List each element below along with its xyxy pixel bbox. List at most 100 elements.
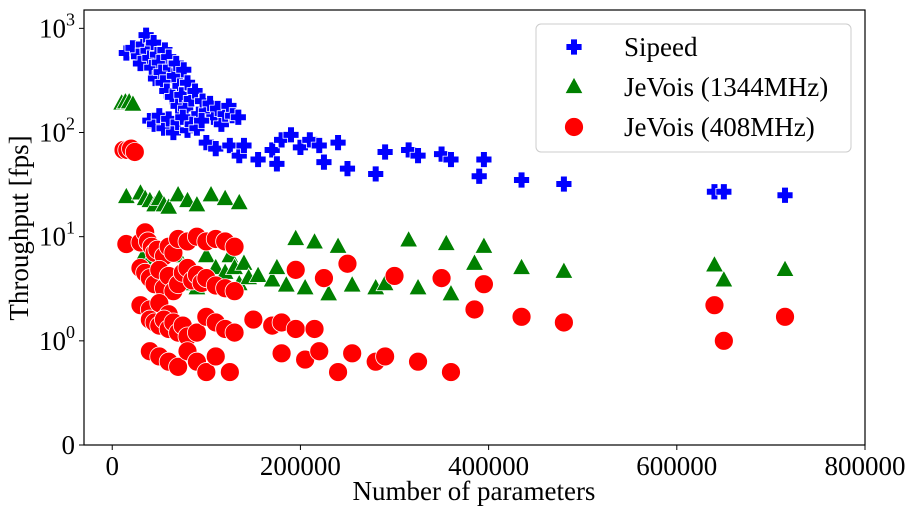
data-point <box>464 252 485 271</box>
data-point <box>329 134 347 152</box>
data-point <box>367 165 385 183</box>
legend-label: JeVois (408MHz) <box>624 112 815 142</box>
data-point <box>408 351 428 372</box>
data-point <box>310 137 328 154</box>
data-point <box>318 283 339 302</box>
data-point <box>168 184 188 203</box>
data-point <box>116 186 137 204</box>
data-point <box>470 167 488 185</box>
data-point <box>328 362 348 382</box>
data-point <box>442 151 460 168</box>
legend-items: Sipeed JeVois (1344MHz) JeVois (408MHz) <box>564 32 828 142</box>
y-tick-label: 103 <box>39 9 75 43</box>
data-point <box>235 137 253 154</box>
data-point <box>282 126 300 144</box>
x-tick-label: 0 <box>105 451 119 481</box>
data-point <box>339 160 356 178</box>
data-point <box>342 343 363 364</box>
data-point <box>295 277 315 296</box>
y-axis: 0 100 101 102 103 <box>39 9 84 460</box>
data-point <box>436 233 456 251</box>
data-point <box>234 252 254 271</box>
data-point <box>704 295 725 316</box>
data-point <box>309 341 330 362</box>
data-point <box>475 151 493 168</box>
data-point <box>205 346 226 367</box>
data-point <box>248 265 268 283</box>
data-point <box>177 190 198 208</box>
data-point <box>431 268 452 289</box>
data-point <box>187 322 207 343</box>
data-point <box>304 319 325 339</box>
data-point <box>474 274 494 295</box>
data-point <box>342 274 362 293</box>
legend-marker <box>565 38 583 56</box>
data-point <box>219 362 240 382</box>
legend-marker <box>564 117 584 137</box>
data-point <box>271 343 292 364</box>
y-tick-label: 101 <box>39 218 75 252</box>
data-point <box>292 138 309 156</box>
data-point <box>286 228 306 246</box>
data-point <box>229 108 247 126</box>
data-point <box>196 245 216 264</box>
x-tick-label: 400000 <box>448 451 529 481</box>
data-point <box>409 147 427 165</box>
data-point <box>215 188 235 206</box>
data-point <box>337 253 358 274</box>
data-point <box>193 112 211 130</box>
data-point <box>328 235 348 254</box>
data-point <box>441 362 461 382</box>
x-tick-label: 800000 <box>825 451 906 481</box>
data-point <box>159 196 179 215</box>
data-point <box>376 143 394 161</box>
data-point <box>314 268 334 289</box>
data-point <box>553 312 574 333</box>
data-point <box>776 186 794 204</box>
x-axis-label: Number of parameters <box>353 476 596 506</box>
data-point <box>249 151 267 168</box>
data-point <box>513 171 530 189</box>
y-tick-label: 100 <box>39 322 75 356</box>
data-point <box>262 269 282 288</box>
data-point <box>123 93 143 112</box>
data-point <box>511 306 532 327</box>
points-layer <box>111 26 795 382</box>
y-axis-label: Throughput [fps] <box>4 135 34 320</box>
data-point <box>268 155 286 173</box>
data-point <box>201 184 221 203</box>
data-point <box>464 299 485 320</box>
data-point <box>229 192 249 211</box>
data-point <box>704 254 725 273</box>
data-point <box>285 319 306 339</box>
data-point <box>207 140 225 158</box>
data-point <box>375 346 396 367</box>
x-tick-label: 200000 <box>260 451 341 481</box>
data-point <box>555 175 573 193</box>
data-point <box>441 283 461 302</box>
data-point <box>384 266 405 286</box>
data-point <box>276 274 296 293</box>
data-point <box>267 257 287 275</box>
x-tick-label: 600000 <box>636 451 717 481</box>
data-point <box>224 281 245 302</box>
series-0 <box>117 26 794 204</box>
series-2 <box>113 138 795 382</box>
legend-box <box>535 23 852 153</box>
data-point <box>243 309 264 330</box>
data-point <box>187 194 207 213</box>
legend-marker <box>564 76 584 94</box>
data-point <box>408 277 428 296</box>
data-point <box>221 137 239 154</box>
data-point <box>474 235 494 254</box>
y-tick-label: 102 <box>39 114 75 148</box>
y-tick-label: 0 <box>62 430 76 460</box>
legend: Sipeed JeVois (1344MHz) JeVois (408MHz) <box>535 23 852 153</box>
legend-label: Sipeed <box>624 32 698 62</box>
data-point <box>511 257 532 275</box>
legend-label: JeVois (1344MHz) <box>624 72 828 102</box>
data-point <box>715 183 733 201</box>
data-point <box>775 306 795 327</box>
data-point <box>714 269 734 288</box>
